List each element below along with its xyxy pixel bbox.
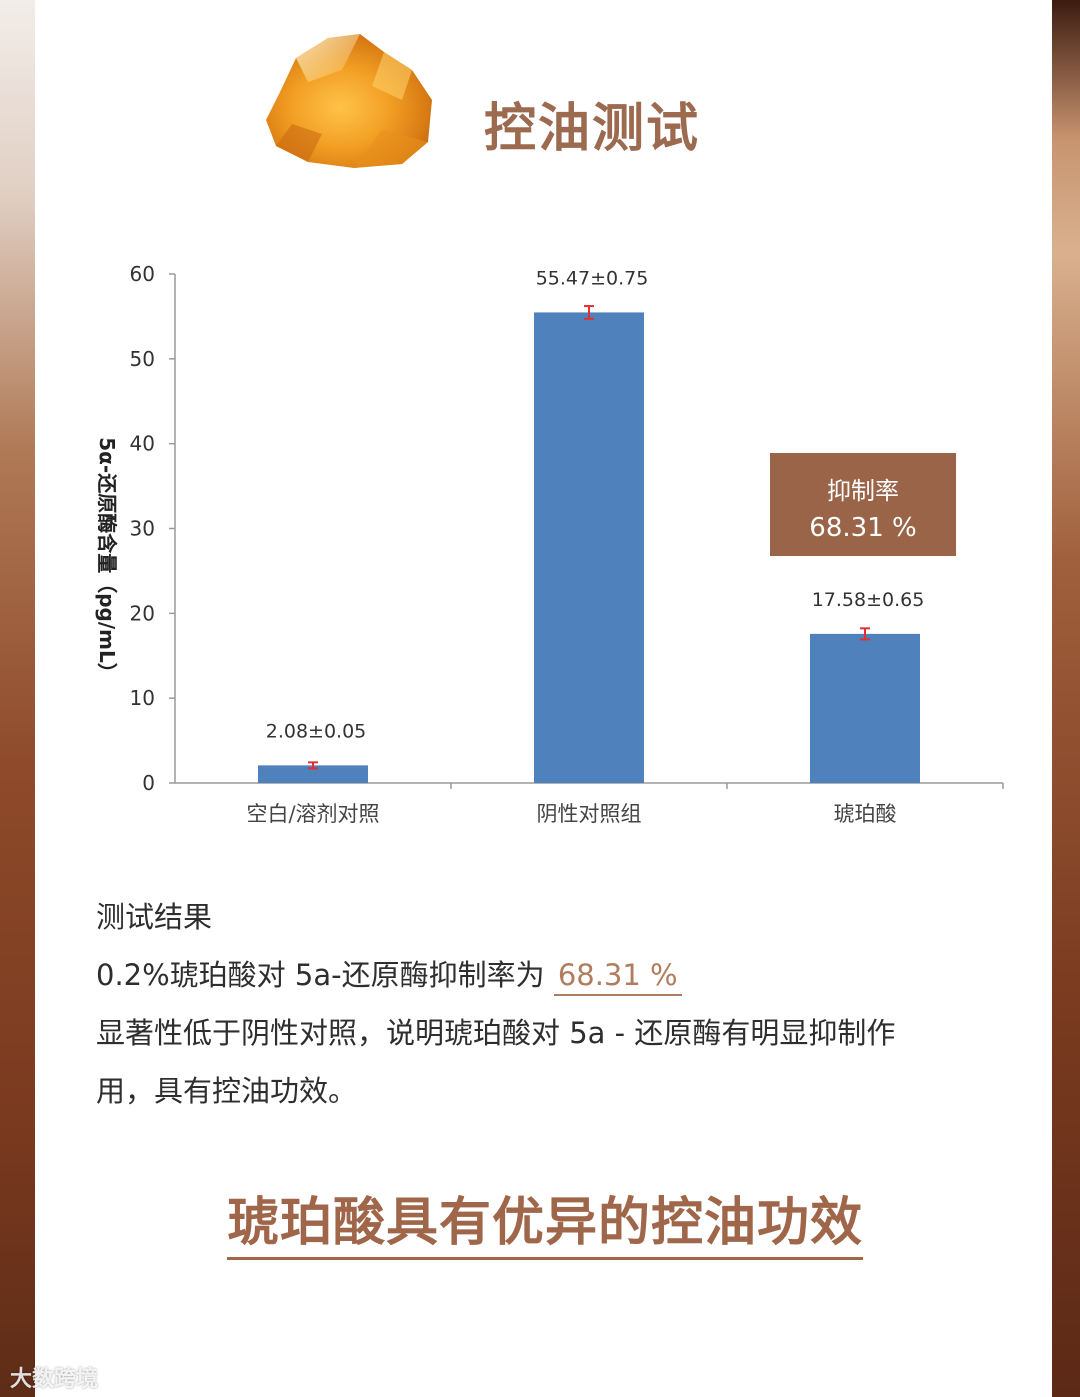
results-line-2: 显著性低于阴性对照，说明琥珀酸对 5a - 还原酶有明显抑制作 [96, 1016, 896, 1050]
data-label: 2.08±0.05 [266, 720, 367, 742]
y-tick-label: 60 [130, 262, 155, 286]
results-heading: 测试结果 [96, 900, 213, 934]
y-tick-label: 20 [130, 601, 155, 625]
results-line-1: 0.2%琥珀酸对 5a-还原酶抑制率为 68.31 % [96, 952, 682, 996]
results-line-3: 用，具有控油功效。 [96, 1074, 358, 1108]
bar [534, 312, 644, 783]
x-tick-label: 琥珀酸 [834, 802, 897, 826]
conclusion-text: 琥珀酸具有优异的控油功效 [227, 1180, 864, 1260]
y-tick-label: 50 [130, 347, 155, 371]
results-inhibition-value: 68.31 % [553, 958, 682, 996]
x-tick-label: 阴性对照组 [537, 802, 642, 826]
y-tick-label: 10 [130, 686, 155, 710]
data-label: 17.58±0.65 [812, 589, 925, 611]
y-tick-label: 0 [142, 771, 155, 795]
y-axis-label: 5α-还原酶含量（pg/mL） [95, 437, 119, 682]
inhibition-rate-box: 抑制率 68.31 % [770, 453, 956, 556]
y-tick-label: 30 [130, 517, 155, 541]
data-label: 55.47±0.75 [536, 267, 649, 289]
y-tick-label: 40 [130, 432, 155, 456]
right-border [1052, 0, 1080, 1397]
bar [810, 633, 920, 783]
inhibition-rate-value: 68.31 % [809, 513, 917, 543]
watermark: 大数跨境 [10, 1367, 99, 1392]
amber-stone-image [266, 34, 432, 168]
page-title: 控油测试 [484, 99, 701, 159]
x-tick-label: 空白/溶剂对照 [246, 802, 379, 826]
inhibition-rate-label: 抑制率 [827, 477, 899, 505]
bar [258, 765, 368, 783]
left-border [0, 0, 35, 1397]
results-line-1-prefix: 0.2%琥珀酸对 5a-还原酶抑制率为 [96, 958, 545, 992]
